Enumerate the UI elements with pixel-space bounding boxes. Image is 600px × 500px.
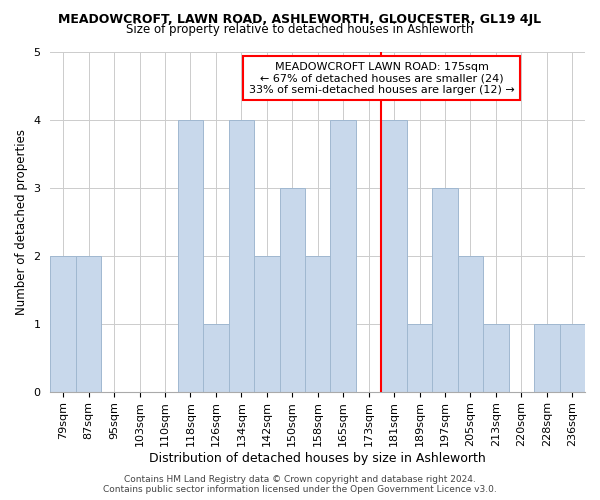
Bar bbox=[305, 256, 331, 392]
Text: Size of property relative to detached houses in Ashleworth: Size of property relative to detached ho… bbox=[127, 24, 473, 36]
Bar bbox=[560, 324, 585, 392]
Bar bbox=[534, 324, 560, 392]
Bar bbox=[382, 120, 407, 392]
Bar bbox=[50, 256, 76, 392]
Text: MEADOWCROFT LAWN ROAD: 175sqm
← 67% of detached houses are smaller (24)
33% of s: MEADOWCROFT LAWN ROAD: 175sqm ← 67% of d… bbox=[249, 62, 515, 95]
Title: MEADOWCROFT, LAWN ROAD, ASHLEWORTH, GLOUCESTER, GL19 4JL
Size of property relati: MEADOWCROFT, LAWN ROAD, ASHLEWORTH, GLOU… bbox=[0, 499, 1, 500]
Text: MEADOWCROFT, LAWN ROAD, ASHLEWORTH, GLOUCESTER, GL19 4JL: MEADOWCROFT, LAWN ROAD, ASHLEWORTH, GLOU… bbox=[58, 12, 542, 26]
Bar bbox=[76, 256, 101, 392]
Bar bbox=[280, 188, 305, 392]
Bar bbox=[331, 120, 356, 392]
Text: Contains HM Land Registry data © Crown copyright and database right 2024.
Contai: Contains HM Land Registry data © Crown c… bbox=[103, 474, 497, 494]
Bar bbox=[432, 188, 458, 392]
Y-axis label: Number of detached properties: Number of detached properties bbox=[15, 128, 28, 314]
Bar bbox=[254, 256, 280, 392]
Bar bbox=[178, 120, 203, 392]
X-axis label: Distribution of detached houses by size in Ashleworth: Distribution of detached houses by size … bbox=[149, 452, 486, 465]
Bar bbox=[229, 120, 254, 392]
Bar bbox=[407, 324, 432, 392]
Bar bbox=[483, 324, 509, 392]
Bar bbox=[458, 256, 483, 392]
Bar bbox=[203, 324, 229, 392]
